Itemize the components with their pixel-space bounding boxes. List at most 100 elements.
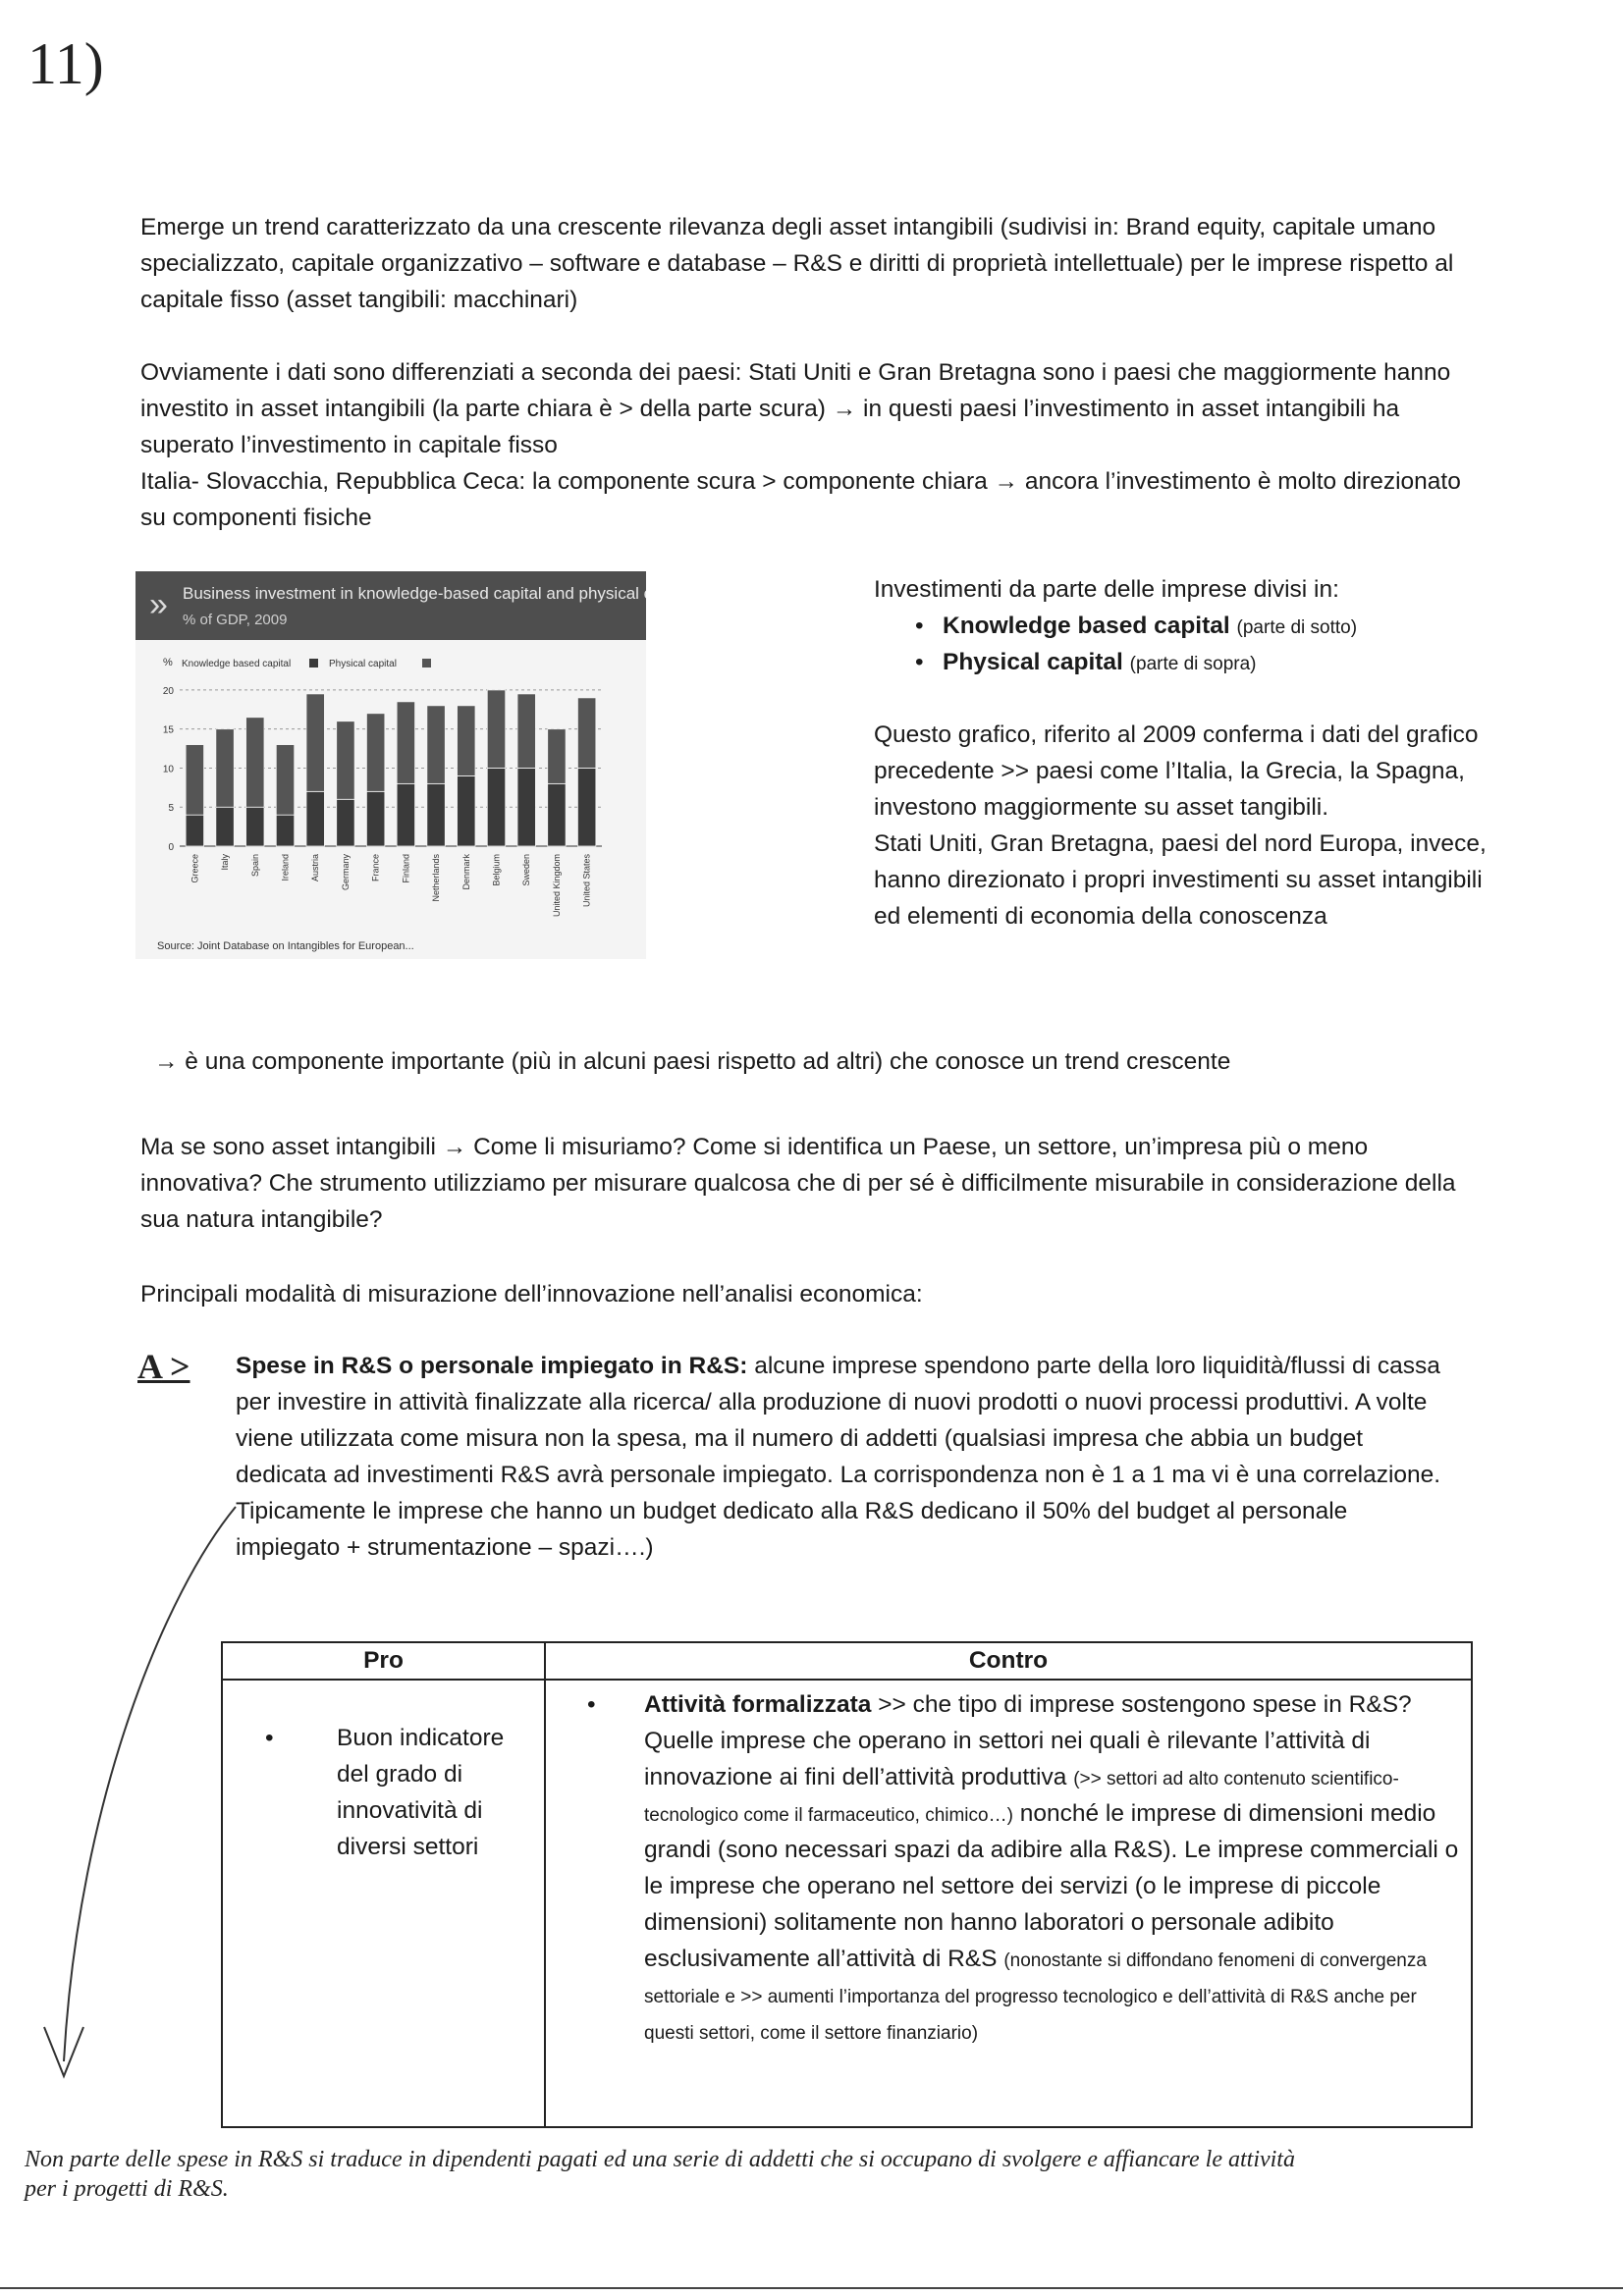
- bar-segment: [275, 814, 296, 847]
- bullet-note: (parte di sotto): [1236, 617, 1358, 638]
- intro-text: Emerge un trend caratterizzato da una cr…: [140, 209, 1466, 536]
- paragraph: Ovviamente i dati sono differenziati a s…: [140, 359, 1451, 458]
- x-tick-label: Germany: [341, 854, 351, 891]
- x-tick-label: Belgium: [492, 854, 502, 886]
- bar-segment: [457, 775, 476, 847]
- legend-label: Knowledge based capital: [182, 659, 291, 669]
- figure-source: Source: Joint Database on Intangibles fo…: [157, 940, 414, 952]
- figure-title: Business investment in knowledge-based c…: [183, 584, 646, 603]
- contro-text: >> che tipo di imprese sostengono spese …: [644, 1691, 1412, 1790]
- question: Ma se sono asset intangibili → Come li m…: [140, 1134, 1456, 1233]
- pro-list: Buon indicatore del grado di innovativit…: [224, 1720, 543, 1865]
- side-paragraph: Stati Uniti, Gran Bretagna, paesi del no…: [874, 830, 1487, 930]
- figure-icon: »: [149, 586, 168, 623]
- paragraph: Emerge un trend caratterizzato da una cr…: [140, 214, 1454, 313]
- bar-segment: [516, 768, 536, 847]
- bar-segment: [396, 701, 415, 784]
- bar-segment: [547, 728, 567, 784]
- bullet-note: (parte di sopra): [1129, 654, 1257, 674]
- bar-segment: [215, 728, 235, 808]
- x-tick-label: Denmark: [461, 854, 471, 890]
- methods-intro: Principali modalità di misurazione dell’…: [140, 1281, 923, 1308]
- bar-segment: [457, 705, 476, 776]
- bullet-term: Physical capital: [943, 649, 1123, 675]
- table-header: Contro: [544, 1641, 1473, 1681]
- x-tick-label: Spain: [250, 854, 260, 877]
- bar-segment: [486, 768, 507, 847]
- side-intro: Investimenti da parte delle imprese divi…: [874, 576, 1339, 603]
- bar-segment: [577, 697, 597, 769]
- note-line: per i progetti di R&S.: [25, 2176, 229, 2202]
- bar-segment: [245, 806, 265, 847]
- contro-text: nonché le imprese di dimensioni medio gr…: [644, 1800, 1459, 1972]
- bar-segment: [366, 790, 386, 847]
- x-tick-label: Austria: [310, 854, 320, 881]
- figure-header: [135, 571, 646, 640]
- bar-segment: [396, 782, 415, 847]
- paragraph: Italia- Slovacchia, Repubblica Ceca: la …: [140, 468, 1461, 531]
- y-axis-label: %: [163, 657, 173, 668]
- contro-note: (>> settori ad alto contenuto scientific…: [644, 1769, 1399, 1826]
- method-body: alcune imprese spendono parte della loro…: [236, 1353, 1441, 1561]
- figure: » Business investment in knowledge-based…: [135, 571, 646, 959]
- side-bullet: Physical capital (parte di sopra): [874, 644, 1522, 680]
- contro-list: Attività formalizzata >> che tipo di imp…: [546, 1686, 1459, 2050]
- side-bullet: Knowledge based capital (parte di sotto): [874, 608, 1522, 644]
- y-tick-label: 10: [163, 764, 175, 774]
- x-tick-label: Italy: [220, 854, 230, 871]
- contro-note: (nonostante si diffondano fenomeni di co…: [644, 1950, 1427, 2044]
- bar-segment: [305, 790, 325, 847]
- x-tick-label: United Kingdom: [552, 854, 562, 917]
- x-tick-label: Netherlands: [431, 854, 441, 902]
- bar-segment: [486, 689, 507, 769]
- marker-letter: A: [137, 1347, 162, 1386]
- y-tick-label: 0: [168, 842, 174, 853]
- note-line: Non parte delle spese in R&S si traduce …: [25, 2147, 1295, 2172]
- bar-segment: [215, 806, 235, 847]
- method-lead: Spese in R&S o personale impiegato in R&…: [236, 1353, 748, 1379]
- x-tick-label: Sweden: [521, 854, 531, 886]
- bar-segment: [245, 717, 265, 808]
- y-tick-label: 20: [163, 686, 175, 697]
- page-number: 11): [27, 31, 104, 96]
- x-tick-label: Greece: [189, 854, 199, 883]
- handwritten-note: Non parte delle spese in R&S si traduce …: [25, 2145, 1615, 2204]
- contro-cell: Attività formalizzata >> che tipo di imp…: [544, 1679, 1473, 2128]
- table-row: Buon indicatore del grado di innovativit…: [221, 1679, 1473, 2128]
- bar-segment: [185, 814, 204, 847]
- figure-subtitle: % of GDP, 2009: [183, 612, 287, 628]
- side-text: Investimenti da parte delle imprese divi…: [874, 571, 1522, 934]
- legend-label: Physical capital: [329, 659, 397, 669]
- pro-item: Buon indicatore del grado di innovativit…: [224, 1720, 543, 1865]
- x-tick-label: United States: [582, 854, 592, 908]
- bullet-term: Knowledge based capital: [943, 613, 1230, 639]
- side-paragraph: Questo grafico, riferito al 2009 conferm…: [874, 721, 1479, 821]
- table-header-row: Pro Contro: [221, 1641, 1473, 1681]
- contro-item: Attività formalizzata >> che tipo di imp…: [546, 1686, 1459, 2050]
- bar-segment: [336, 798, 355, 847]
- arrow-stroke: [63, 1506, 237, 2062]
- pro-contro-table: Pro Contro Buon indicatore del grado di …: [221, 1641, 1473, 2128]
- x-tick-label: France: [371, 854, 381, 881]
- contro-lead: Attività formalizzata: [644, 1691, 872, 1718]
- bar-segment: [366, 713, 386, 792]
- bar-segment: [275, 744, 296, 816]
- legend-swatch: [422, 659, 431, 667]
- page-edge: [0, 2287, 1623, 2289]
- pro-cell: Buon indicatore del grado di innovativit…: [221, 1679, 546, 2128]
- bar-segment: [516, 693, 536, 769]
- method-text: Spese in R&S o personale impiegato in R&…: [236, 1348, 1453, 1566]
- x-tick-label: Finland: [401, 854, 410, 883]
- bar-segment: [305, 693, 325, 792]
- table-header: Pro: [221, 1641, 546, 1681]
- method-marker: A >: [137, 1347, 190, 1386]
- bar-segment: [336, 721, 355, 800]
- x-tick-label: Ireland: [281, 854, 291, 881]
- y-tick-label: 5: [168, 803, 174, 814]
- side-list: Knowledge based capital (parte di sotto)…: [874, 608, 1522, 680]
- hand-arrow: [43, 1506, 237, 2079]
- bar-segment: [577, 768, 597, 847]
- y-tick-label: 15: [163, 725, 175, 736]
